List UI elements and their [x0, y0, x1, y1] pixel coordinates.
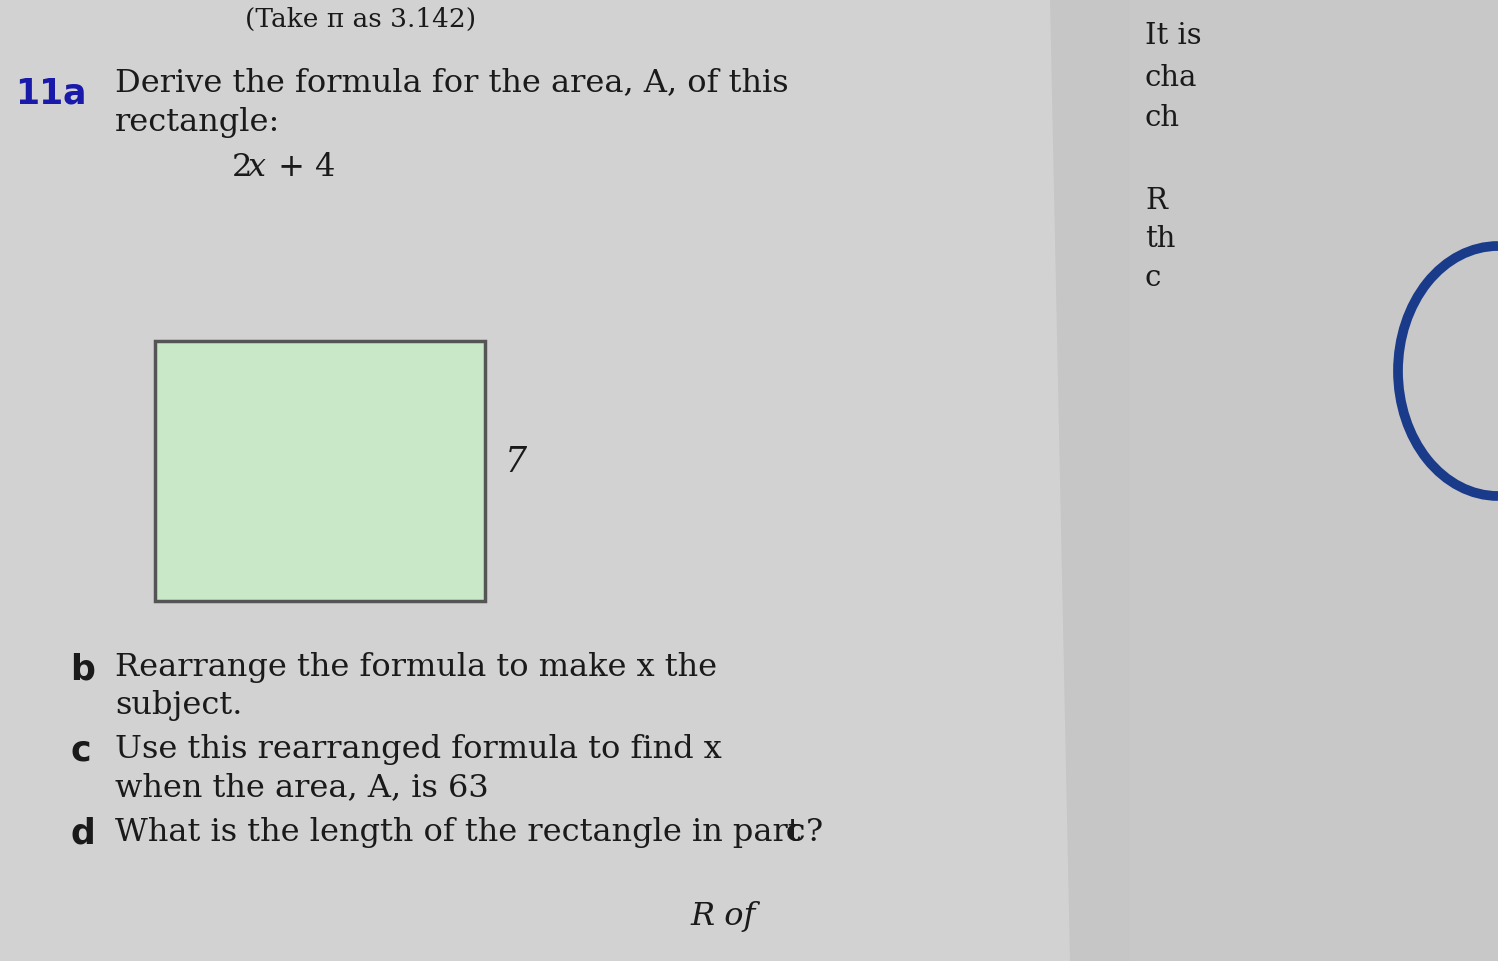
Text: R of: R of [691, 900, 755, 931]
Text: 7: 7 [505, 445, 527, 479]
Text: R: R [1144, 186, 1167, 214]
Text: Rearrange the formula to make x the: Rearrange the formula to make x the [115, 652, 718, 682]
Text: x: x [249, 152, 267, 183]
Text: c: c [1144, 263, 1161, 292]
Text: b: b [70, 652, 94, 685]
Text: What is the length of the rectangle in part: What is the length of the rectangle in p… [115, 816, 810, 847]
Text: Derive the formula for the area, A, of this: Derive the formula for the area, A, of t… [115, 67, 788, 98]
Text: c: c [70, 733, 90, 767]
Text: th: th [1144, 225, 1176, 253]
Text: subject.: subject. [115, 689, 243, 720]
Text: + 4: + 4 [268, 152, 336, 183]
Text: It is: It is [1144, 22, 1201, 50]
Text: 11: 11 [15, 77, 63, 111]
Polygon shape [1050, 0, 1129, 961]
Text: 2: 2 [232, 152, 252, 183]
Text: ch: ch [1144, 104, 1180, 132]
Text: Use this rearranged formula to find x: Use this rearranged formula to find x [115, 733, 722, 764]
Text: cha: cha [1144, 64, 1197, 92]
Text: rectangle:: rectangle: [115, 107, 280, 137]
Bar [154, 342, 485, 602]
Text: ?: ? [806, 816, 822, 847]
Text: (Take π as 3.142): (Take π as 3.142) [246, 7, 476, 32]
Text: c: c [786, 816, 806, 847]
Text: a: a [61, 77, 85, 111]
Text: d: d [70, 816, 94, 850]
Bar [0, 0, 1129, 961]
Text: when the area, A, is 63: when the area, A, is 63 [115, 771, 488, 802]
Bar [1129, 0, 1498, 961]
